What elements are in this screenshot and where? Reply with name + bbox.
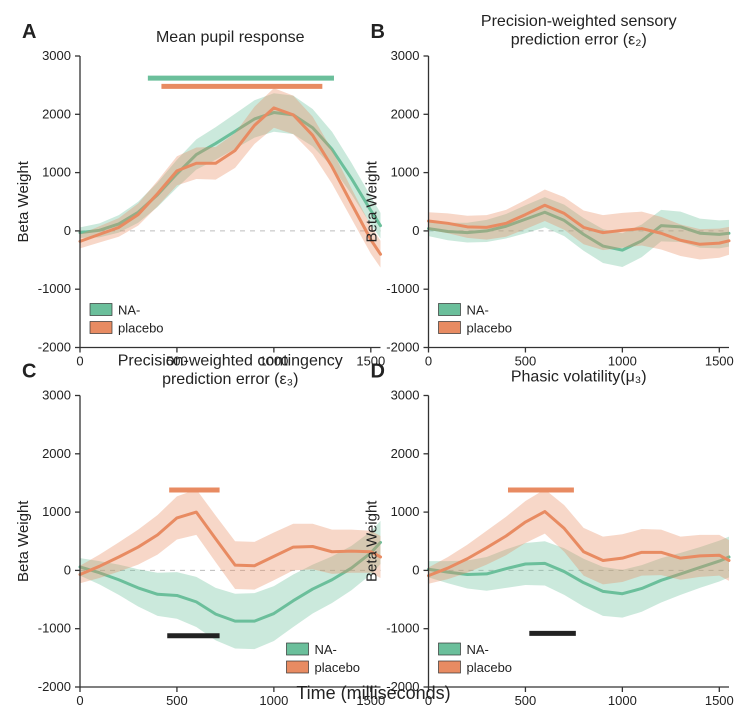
svg-text:2000: 2000 bbox=[42, 106, 71, 121]
legend: NA-placebo bbox=[439, 303, 513, 336]
panel-title: Precision-weighted sensoryprediction err… bbox=[481, 13, 677, 48]
svg-text:2000: 2000 bbox=[391, 106, 420, 121]
panel-letter: D bbox=[371, 361, 385, 383]
panel-B: B Precision-weighted sensoryprediction er… bbox=[364, 13, 734, 369]
legend: NA-placebo bbox=[90, 303, 164, 336]
svg-text:-2000: -2000 bbox=[38, 340, 71, 355]
svg-text:2000: 2000 bbox=[42, 446, 71, 461]
svg-text:-2000: -2000 bbox=[38, 679, 71, 694]
svg-text:1500: 1500 bbox=[705, 354, 734, 369]
legend: NA-placebo bbox=[287, 642, 361, 675]
svg-text:0: 0 bbox=[64, 562, 71, 577]
svg-text:-1000: -1000 bbox=[386, 621, 419, 636]
panel-A: A Mean pupil response -2000 -1000 0 1000 2000 3… bbox=[15, 21, 385, 369]
legend-na-label: NA- bbox=[467, 642, 489, 657]
panel-letter: B bbox=[371, 21, 385, 43]
svg-text:0: 0 bbox=[76, 693, 83, 708]
svg-text:1000: 1000 bbox=[391, 504, 420, 519]
svg-text:-2000: -2000 bbox=[386, 340, 419, 355]
svg-text:3000: 3000 bbox=[42, 48, 71, 63]
svg-text:1000: 1000 bbox=[608, 693, 637, 708]
panel-C: C Precision-weighted contingencypredictio… bbox=[15, 353, 385, 709]
legend-na-label: NA- bbox=[118, 303, 140, 318]
svg-text:2000: 2000 bbox=[391, 446, 420, 461]
svg-text:3000: 3000 bbox=[391, 388, 420, 403]
y-axis-label: Beta Weight bbox=[15, 160, 32, 242]
legend-placebo-label: placebo bbox=[467, 660, 513, 675]
svg-text:-1000: -1000 bbox=[38, 621, 71, 636]
panel-letter: C bbox=[22, 361, 36, 383]
svg-text:-1000: -1000 bbox=[386, 281, 419, 296]
x-axis-label: Time (milliseconds) bbox=[296, 683, 450, 703]
svg-text:-1000: -1000 bbox=[38, 281, 71, 296]
svg-text:1000: 1000 bbox=[42, 165, 71, 180]
y-axis-label: Beta Weight bbox=[15, 500, 32, 582]
svg-text:0: 0 bbox=[412, 562, 419, 577]
svg-text:3000: 3000 bbox=[391, 48, 420, 63]
legend: NA-placebo bbox=[439, 642, 513, 675]
figure-svg: A Mean pupil response -2000 -1000 0 1000 2000 3… bbox=[0, 0, 747, 717]
legend-placebo-label: placebo bbox=[118, 321, 164, 336]
panel-letter: A bbox=[22, 21, 36, 43]
svg-text:0: 0 bbox=[76, 354, 83, 369]
svg-text:0: 0 bbox=[425, 354, 432, 369]
svg-text:1000: 1000 bbox=[42, 504, 71, 519]
legend-placebo-label: placebo bbox=[315, 660, 361, 675]
legend-na-label: NA- bbox=[467, 303, 489, 318]
svg-text:3000: 3000 bbox=[42, 388, 71, 403]
svg-text:500: 500 bbox=[515, 354, 537, 369]
svg-text:0: 0 bbox=[64, 223, 71, 238]
y-axis-label: Beta Weight bbox=[364, 500, 381, 582]
svg-text:1500: 1500 bbox=[705, 693, 734, 708]
panel-title: Precision-weighted contingencyprediction… bbox=[118, 353, 343, 388]
svg-text:500: 500 bbox=[166, 693, 188, 708]
legend-placebo-label: placebo bbox=[467, 321, 513, 336]
svg-text:1000: 1000 bbox=[259, 693, 288, 708]
svg-text:500: 500 bbox=[515, 693, 537, 708]
svg-text:1000: 1000 bbox=[608, 354, 637, 369]
svg-text:1000: 1000 bbox=[391, 165, 420, 180]
legend-na-label: NA- bbox=[315, 642, 337, 657]
panel-D: DPhasic volatility(μ₃)-2000-100001000200… bbox=[364, 361, 734, 709]
svg-text:0: 0 bbox=[412, 223, 419, 238]
panel-title: Phasic volatility(μ₃) bbox=[511, 369, 647, 386]
y-axis-label: Beta Weight bbox=[364, 160, 381, 242]
panel-title: Mean pupil response bbox=[156, 29, 305, 46]
